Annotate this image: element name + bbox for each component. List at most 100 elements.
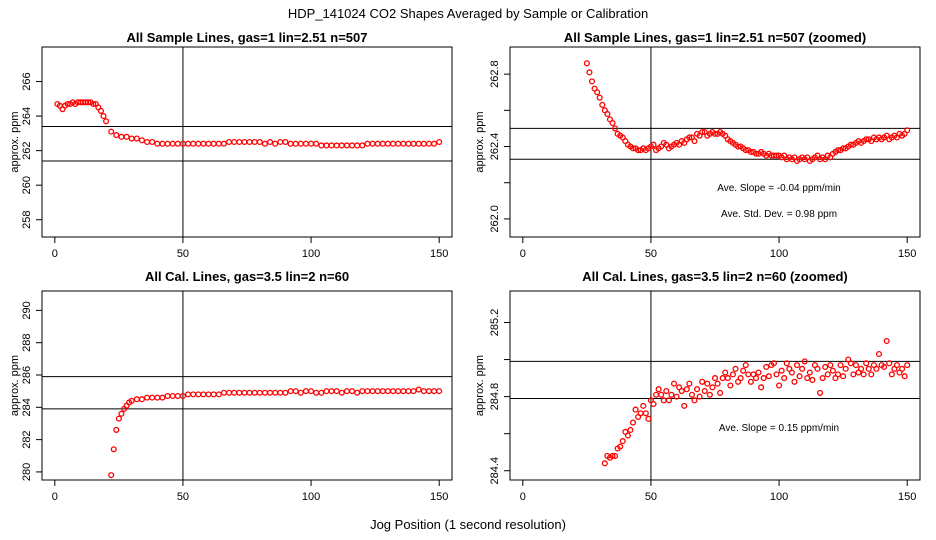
- y-tick-label: 282: [21, 430, 33, 448]
- panel-cal-zoomed: All Cal. Lines, gas=3.5 lin=2 n=60 (zoom…: [474, 269, 921, 503]
- data-point: [899, 365, 906, 372]
- data-point: [246, 138, 253, 146]
- data-point: [159, 394, 166, 401]
- x-tick-label: 100: [302, 248, 320, 260]
- data-point: [881, 363, 888, 371]
- data-point: [699, 378, 706, 385]
- data-point: [226, 138, 233, 146]
- data-point: [261, 140, 268, 147]
- data-point: [837, 362, 844, 369]
- data-point: [138, 396, 145, 403]
- data-point: [343, 388, 350, 395]
- data-point: [118, 410, 125, 417]
- data-point: [110, 446, 117, 453]
- data-point: [415, 140, 422, 147]
- data-point: [609, 119, 616, 127]
- data-point: [714, 380, 721, 387]
- data-point: [665, 397, 672, 404]
- data-point: [354, 142, 361, 149]
- data-point: [328, 388, 335, 395]
- data-point: [704, 380, 711, 387]
- data-point: [144, 138, 151, 146]
- data-point: [210, 391, 217, 398]
- x-tick-label: 150: [430, 248, 448, 260]
- x-tick-label: 150: [898, 491, 916, 503]
- data-point: [236, 138, 243, 146]
- data-point: [174, 392, 181, 400]
- data-point: [431, 140, 438, 147]
- data-point: [801, 358, 808, 365]
- data-point: [349, 142, 356, 149]
- data-point: [686, 134, 693, 141]
- data-point: [778, 367, 785, 374]
- data-point: [215, 391, 222, 398]
- data-point: [364, 140, 371, 147]
- data-point: [612, 125, 619, 132]
- y-axis-label: approx. ppm: [474, 111, 486, 172]
- data-point: [174, 140, 181, 147]
- data-point: [793, 362, 801, 369]
- data-point: [431, 388, 438, 395]
- panel-title: All Sample Lines, gas=1 lin=2.51 n=507: [127, 30, 368, 45]
- data-point: [722, 369, 729, 376]
- data-point: [308, 388, 315, 395]
- data-point: [617, 443, 624, 450]
- data-point: [886, 360, 893, 367]
- y-tick-label: 258: [21, 211, 33, 229]
- data-point: [758, 384, 765, 391]
- data-point: [333, 388, 340, 395]
- y-tick-label: 262.0: [489, 205, 501, 233]
- data-point: [405, 140, 412, 147]
- data-point: [267, 138, 274, 146]
- data-series: [108, 386, 443, 479]
- y-tick-label: 284.4: [489, 457, 501, 485]
- data-point: [834, 147, 842, 154]
- data-point: [742, 362, 749, 369]
- data-point: [425, 388, 432, 395]
- stat-annotation: Ave. Std. Dev. = 0.98 ppm: [721, 209, 837, 220]
- data-point: [338, 389, 345, 396]
- data-point: [369, 140, 376, 147]
- data-point: [138, 137, 145, 144]
- data-point: [154, 140, 161, 147]
- y-tick-label: 280: [21, 463, 33, 481]
- data-point: [781, 375, 788, 382]
- y-tick-label: 284.8: [489, 383, 501, 411]
- data-point: [773, 152, 780, 159]
- data-point: [742, 147, 749, 154]
- data-point: [729, 371, 736, 378]
- data-point: [873, 365, 880, 372]
- data-point: [840, 145, 847, 152]
- panel-sample-all: All Sample Lines, gas=1 lin=2.51 n=507 ap…: [9, 30, 453, 260]
- data-point: [215, 140, 222, 147]
- data-point: [349, 388, 356, 395]
- panel-sample-zoomed: All Sample Lines, gas=1 lin=2.51 n=507 (…: [474, 30, 921, 260]
- data-point: [108, 472, 115, 479]
- data-point: [395, 388, 402, 395]
- data-point: [688, 391, 695, 398]
- data-point: [858, 365, 865, 372]
- data-point: [629, 145, 637, 152]
- data-point: [604, 110, 611, 118]
- data-point: [292, 388, 299, 395]
- data-point: [236, 389, 243, 396]
- data-point: [635, 147, 642, 154]
- data-point: [395, 140, 402, 147]
- data-point: [594, 89, 601, 96]
- data-point: [650, 400, 657, 408]
- data-point: [765, 373, 772, 380]
- data-series: [601, 337, 911, 467]
- data-point: [190, 391, 197, 398]
- data-point: [390, 388, 397, 395]
- data-point: [609, 452, 616, 459]
- data-point: [586, 69, 593, 76]
- data-point: [719, 375, 726, 382]
- data-point: [760, 375, 767, 382]
- data-point: [852, 362, 859, 369]
- data-point: [379, 140, 386, 147]
- data-point: [410, 388, 417, 395]
- data-point: [323, 388, 330, 395]
- data-point: [256, 138, 263, 146]
- data-point: [364, 388, 371, 395]
- data-point: [732, 365, 739, 372]
